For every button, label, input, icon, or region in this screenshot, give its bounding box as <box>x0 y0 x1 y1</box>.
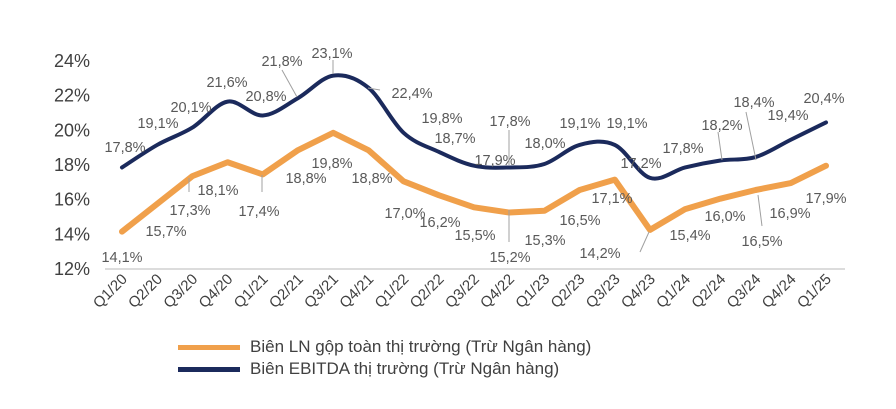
data-label: 15,3% <box>524 233 565 249</box>
x-tick-label: Q1/24 <box>653 271 694 312</box>
data-label: 19,8% <box>421 111 462 127</box>
data-label: 15,7% <box>145 224 186 240</box>
data-label: 17,2% <box>620 156 661 172</box>
data-label: 17,1% <box>591 191 632 207</box>
data-label: 19,1% <box>137 116 178 132</box>
x-tick-label: Q2/22 <box>407 271 448 312</box>
data-label: 17,3% <box>169 203 210 219</box>
data-label: 17,8% <box>489 114 530 130</box>
data-label: 19,8% <box>311 156 352 172</box>
data-label: 18,4% <box>733 95 774 111</box>
y-tick-label: 24% <box>54 51 90 71</box>
data-label: 21,6% <box>206 75 247 91</box>
data-label: 16,2% <box>419 215 460 231</box>
data-label: 15,5% <box>454 228 495 244</box>
x-tick-label: Q3/24 <box>724 271 765 312</box>
x-tick-label: Q2/23 <box>548 271 589 312</box>
data-label: 20,1% <box>170 100 211 116</box>
leader-line <box>281 69 298 98</box>
y-tick-label: 22% <box>54 86 90 106</box>
data-label: 18,1% <box>197 183 238 199</box>
x-tick-label: Q4/21 <box>336 271 377 312</box>
legend-item-gross-margin: Biên LN gộp toàn thị trường (Trừ Ngân hà… <box>178 337 591 357</box>
legend-label: Biên EBITDA thị trường (Trừ Ngân hàng) <box>250 359 560 378</box>
data-label: 16,9% <box>769 206 810 222</box>
x-tick-label: Q4/22 <box>477 271 518 312</box>
y-tick-label: 20% <box>54 120 90 140</box>
x-tick-label: Q1/21 <box>231 271 272 312</box>
y-tick-label: 16% <box>54 190 90 210</box>
data-label: 23,1% <box>311 46 352 62</box>
data-label: 17,4% <box>238 204 279 220</box>
data-label: 14,1% <box>101 250 142 266</box>
x-tick-label: Q1/20 <box>90 271 131 312</box>
data-label: 14,2% <box>579 246 620 262</box>
data-label: 18,8% <box>285 171 326 187</box>
data-label: 19,1% <box>559 116 600 132</box>
legend-item-ebitda-margin: Biên EBITDA thị trường (Trừ Ngân hàng) <box>178 359 559 379</box>
data-label: 17,9% <box>474 153 515 169</box>
x-tick-label: Q3/21 <box>301 271 342 312</box>
x-tick-label: Q4/24 <box>759 271 800 312</box>
x-tick-label: Q1/25 <box>794 271 835 312</box>
data-label: 19,1% <box>606 116 647 132</box>
x-tick-label: Q3/23 <box>583 271 624 312</box>
data-label: 18,8% <box>351 171 392 187</box>
data-label: 18,0% <box>524 136 565 152</box>
data-label: 18,7% <box>434 131 475 147</box>
data-label: 15,4% <box>669 228 710 244</box>
x-tick-label: Q3/20 <box>160 271 201 312</box>
data-label: 17,9% <box>805 191 846 207</box>
data-label: 19,4% <box>767 108 808 124</box>
leader-line <box>367 87 381 91</box>
x-tick-label: Q2/21 <box>266 271 307 312</box>
legend-label: Biên LN gộp toàn thị trường (Trừ Ngân hà… <box>250 337 592 356</box>
data-label: 21,8% <box>261 54 302 70</box>
legend-swatch <box>178 366 240 372</box>
leader-line <box>745 111 757 161</box>
y-tick-label: 18% <box>54 155 90 175</box>
data-label: 22,4% <box>391 86 432 102</box>
leader-line <box>717 131 723 161</box>
data-label: 16,5% <box>741 234 782 250</box>
data-label: 17,8% <box>662 141 703 157</box>
data-label: 17,8% <box>104 140 145 156</box>
y-tick-label: 14% <box>54 224 90 244</box>
data-label: 15,2% <box>489 250 530 266</box>
x-tick-label: Q4/20 <box>196 271 237 312</box>
y-tick-label: 12% <box>54 259 90 279</box>
leader-line <box>757 194 763 227</box>
data-label: 17,0% <box>384 206 425 222</box>
x-tick-label: Q1/22 <box>372 271 413 312</box>
data-label: 16,0% <box>704 209 745 225</box>
data-label: 20,8% <box>245 89 286 105</box>
data-label: 18,2% <box>701 118 742 134</box>
x-tick-label: Q2/20 <box>125 271 166 312</box>
x-tick-label: Q3/22 <box>442 271 483 312</box>
x-tick-label: Q1/23 <box>512 271 553 312</box>
data-label: 16,5% <box>559 213 600 229</box>
legend-swatch <box>178 344 240 350</box>
x-tick-label: Q2/24 <box>688 271 729 312</box>
data-label: 20,4% <box>803 91 844 107</box>
leader-line <box>639 231 650 253</box>
x-tick-label: Q4/23 <box>618 271 659 312</box>
